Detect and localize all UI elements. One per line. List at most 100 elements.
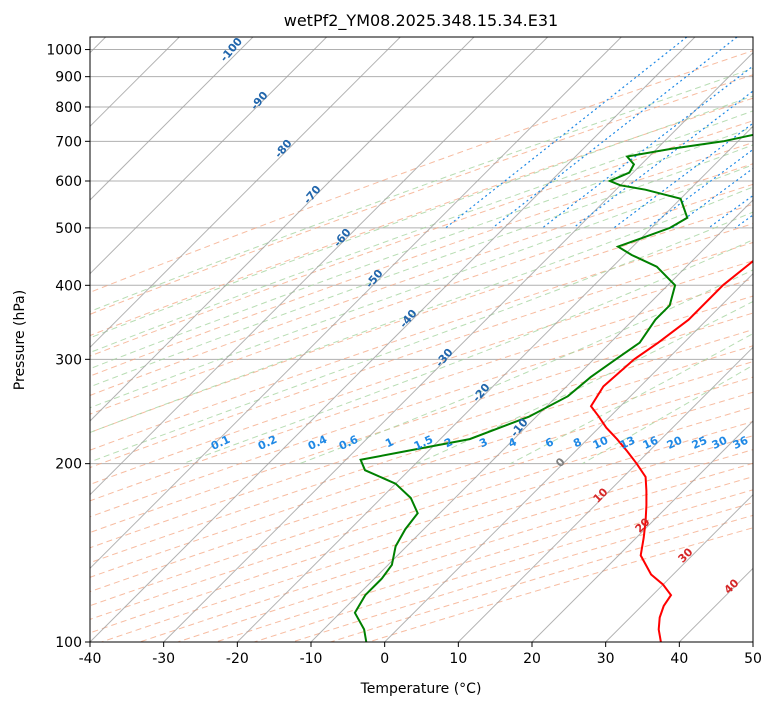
- dry-adiabat: [90, 260, 753, 485]
- dry-adiabat: [90, 163, 753, 396]
- dry-adiabat: [90, 241, 753, 469]
- mixing-ratio-label: 13: [618, 434, 637, 452]
- chart-title: wetPf2_YM08.2025.348.15.34.E31: [284, 11, 558, 31]
- mixing-ratio-line: [445, 37, 688, 229]
- y-tick-label: 700: [55, 134, 82, 150]
- x-tick-label: 30: [597, 651, 615, 667]
- isotherm: [163, 51, 753, 642]
- isotherm: [90, 37, 401, 349]
- dewpoint-line: [353, 133, 753, 642]
- dry-adiabat: [90, 120, 753, 357]
- isotherm: [90, 37, 549, 496]
- mixing-ratio-label: 0.6: [337, 433, 360, 453]
- moist-adiabat: [90, 67, 753, 313]
- temperature-line: [589, 259, 753, 642]
- moist-adiabat: [299, 269, 753, 465]
- mixing-ratio-line: [734, 214, 753, 229]
- moist-adiabat-label: 10: [591, 485, 611, 505]
- isotherm: [310, 199, 753, 642]
- dry-adiabat: [90, 203, 753, 433]
- x-tick-label: 20: [523, 651, 541, 667]
- y-tick-label: 900: [55, 70, 82, 86]
- dry-adiabat: [330, 514, 753, 642]
- y-tick-label: 400: [55, 278, 82, 294]
- y-tick-label: 800: [55, 100, 82, 116]
- y-tick-label: 300: [55, 352, 82, 368]
- x-tick-label: 40: [670, 651, 688, 667]
- x-tick-label: 0: [380, 651, 389, 667]
- moist-adiabat: [90, 211, 753, 463]
- background-lines: [90, 37, 753, 642]
- dry-adiabat: [90, 376, 753, 593]
- mixing-ratio-label: 10: [591, 434, 611, 452]
- y-axis: 100 200 300 400 500 600 700 800 900 1000: [46, 43, 90, 651]
- mixing-ratio-line: [672, 167, 753, 229]
- moist-adiabat: [90, 186, 753, 434]
- mixing-ratio-line: [647, 148, 753, 229]
- isotherm: [457, 346, 753, 642]
- moist-adiabat: [416, 300, 753, 465]
- x-tick-label: 50: [744, 651, 762, 667]
- dry-adiabat: [90, 312, 753, 534]
- moist-adiabat-label: 0: [553, 455, 568, 470]
- isotherm: [90, 37, 328, 275]
- mixing-ratio-label: 36: [731, 434, 751, 452]
- dry-adiabat-label: -80: [272, 137, 295, 161]
- isotherm: [90, 37, 696, 642]
- y-axis-label: Pressure (hPa): [12, 290, 28, 390]
- mixing-ratio-label: 0.2: [256, 433, 279, 453]
- dry-adiabat-label: -50: [363, 267, 386, 291]
- y-tick-label: 600: [55, 174, 82, 190]
- isotherm: [90, 37, 622, 570]
- mixing-ratio-label: 25: [690, 434, 709, 452]
- x-tick-label: 10: [449, 651, 467, 667]
- moist-adiabat: [90, 126, 753, 370]
- mixing-ratio-label: 8: [571, 435, 583, 450]
- mixing-ratio-label: 16: [641, 434, 661, 452]
- mixing-ratio-label: 20: [665, 434, 685, 452]
- mixing-ratio-label: 0.1: [209, 433, 232, 453]
- x-axis: -40 -30 -20 -10 0 10 20 30 40 50: [79, 642, 762, 667]
- isotherm: [752, 641, 753, 642]
- sounding-lines: [353, 133, 753, 642]
- dry-adiabat: [90, 97, 753, 337]
- moist-adiabat-label: 40: [722, 576, 742, 596]
- x-axis-label: Temperature (°C): [360, 681, 482, 697]
- dry-adiabat: [90, 361, 753, 578]
- dry-adiabat: [90, 142, 753, 377]
- mixing-ratio-label: 0.4: [306, 433, 329, 453]
- plot-frame: [89, 36, 754, 643]
- isotherm: [531, 420, 753, 642]
- isotherm: [384, 272, 753, 642]
- line-labels: -100-90-80-70-60-50-40-30-20-100.1 0.2 0.4…: [209, 35, 751, 597]
- x-tick-label: -40: [79, 651, 102, 667]
- y-tick-label: 200: [55, 457, 82, 473]
- dry-adiabat: [90, 295, 753, 518]
- mixing-ratio-label: 30: [710, 434, 730, 452]
- dry-adiabat-label: -30: [433, 346, 456, 370]
- dry-adiabat: [90, 278, 753, 502]
- dry-adiabat: [292, 502, 753, 642]
- mixing-ratio-label: 3: [477, 435, 489, 450]
- dry-adiabat: [101, 435, 753, 642]
- moist-adiabat: [90, 110, 753, 354]
- y-tick-label: 1000: [46, 43, 82, 59]
- y-tick-label: 100: [55, 635, 82, 651]
- y-tick-label: 500: [55, 221, 82, 237]
- isotherm: [236, 125, 753, 642]
- dry-adiabat: [90, 50, 753, 293]
- isotherm: [90, 37, 475, 422]
- x-tick-label: -20: [226, 651, 249, 667]
- dry-adiabat: [90, 329, 753, 549]
- dry-adiabat-label: -40: [397, 307, 420, 331]
- dry-adiabat-label: -60: [331, 226, 354, 250]
- mixing-ratio-label: 1.5: [412, 433, 435, 453]
- isotherm: [605, 493, 753, 642]
- mixing-ratio-line: [542, 65, 753, 229]
- moist-adiabat: [90, 164, 753, 409]
- mixing-ratio-line: [492, 37, 738, 229]
- dry-adiabat-label: -90: [248, 89, 271, 113]
- isotherm: [90, 37, 254, 201]
- moist-adiabat-label: 30: [676, 545, 696, 565]
